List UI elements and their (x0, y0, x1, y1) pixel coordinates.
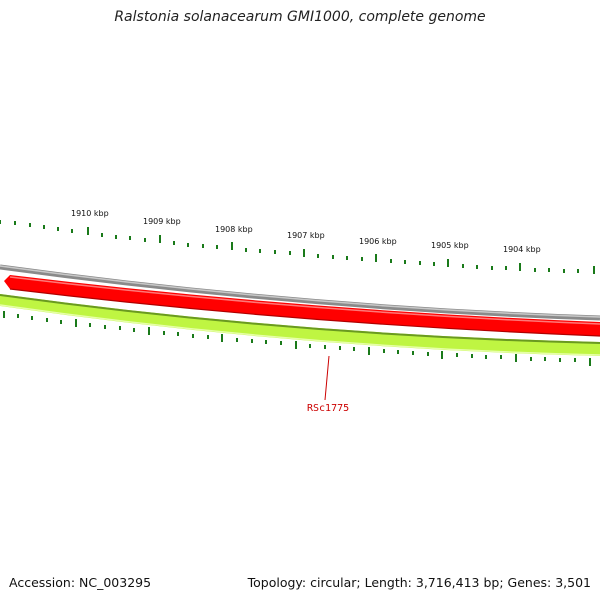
outer-ruler (0, 220, 595, 274)
forward-gene-highlight (9, 276, 600, 325)
forward-gene-edge (9, 288, 600, 337)
map-title: Ralstonia solanacearum GMI1000, complete… (114, 9, 486, 25)
genome-backbone-highlight (0, 265, 600, 318)
gene-label[interactable]: RSc1775 (307, 403, 349, 414)
kbp-label: 1904 kbp (503, 245, 541, 254)
inner-ruler (3, 311, 591, 366)
reverse-gene-highlight (0, 304, 600, 356)
kbp-label: 1910 kbp (71, 209, 109, 218)
kbp-label: 1908 kbp (215, 225, 253, 234)
kbp-label: 1906 kbp (359, 237, 397, 246)
reverse-gene-edge (0, 294, 600, 344)
kbp-label: 1909 kbp (143, 217, 181, 226)
genome-summary-text: Topology: circular; Length: 3,716,413 bp… (247, 575, 591, 590)
accession-text: Accession: NC_003295 (9, 575, 152, 590)
ruler-labels: 1910 kbp 1909 kbp 1908 kbp 1907 kbp 1906… (71, 209, 541, 254)
reverse-gene-feature[interactable] (0, 294, 600, 356)
kbp-label: 1905 kbp (431, 241, 469, 250)
kbp-label: 1907 kbp (287, 231, 325, 240)
genome-backbone (0, 264, 600, 321)
gene-label-leader (324, 355, 330, 401)
